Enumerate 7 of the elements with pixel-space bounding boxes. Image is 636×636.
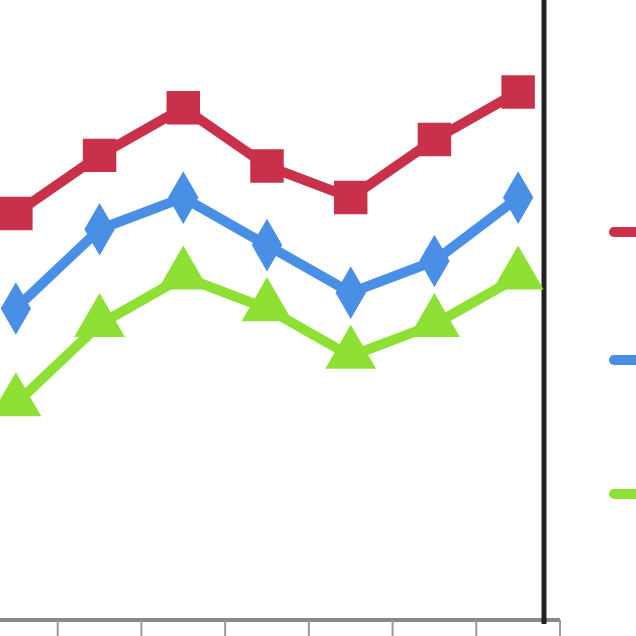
- point: [417, 122, 452, 157]
- point: [333, 180, 368, 215]
- point: [166, 91, 201, 125]
- point: [250, 149, 284, 183]
- point: [501, 75, 535, 109]
- point: [0, 196, 33, 231]
- point: [82, 138, 117, 173]
